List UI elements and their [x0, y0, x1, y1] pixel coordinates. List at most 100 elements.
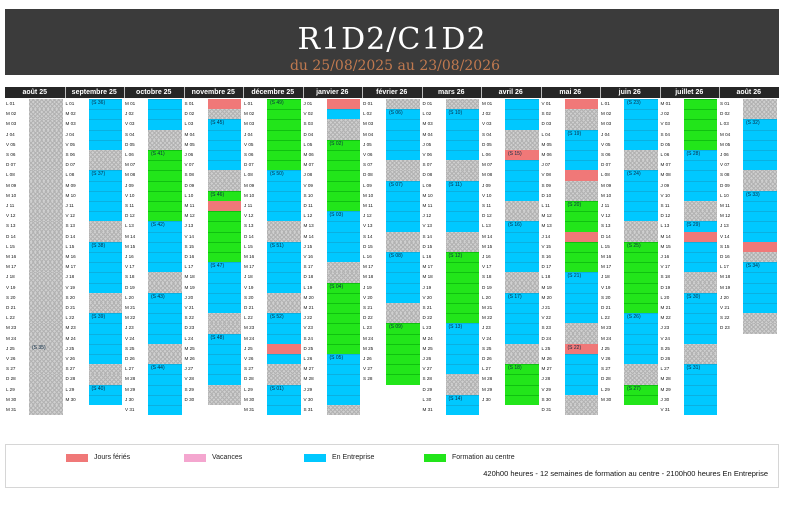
day-cell — [29, 323, 63, 334]
day-label: D 14 — [6, 233, 16, 239]
day-label: M 04 — [720, 131, 731, 137]
day-label: L 05 — [303, 141, 313, 147]
day-cell — [88, 394, 122, 405]
day-cell — [743, 119, 777, 130]
day-cell — [445, 313, 479, 324]
month-separator — [243, 87, 244, 98]
day-label: J 05 — [363, 141, 372, 147]
day-cell — [326, 109, 360, 120]
day-label: M 10 — [65, 192, 76, 198]
day-cell — [29, 384, 63, 395]
day-cell — [564, 343, 598, 354]
day-label: D 05 — [660, 141, 671, 147]
day-label: L 20 — [125, 294, 134, 300]
day-cell — [29, 201, 63, 212]
day-cell — [564, 272, 598, 283]
day-label: M 05 — [720, 141, 731, 147]
day-cell — [683, 354, 717, 365]
day-label: D 05 — [125, 141, 135, 147]
day-label: J 11 — [244, 203, 253, 208]
day-cell — [683, 262, 717, 273]
day-label: S 28 — [422, 376, 432, 382]
day-label: D 09 — [184, 182, 195, 188]
day-label: D 04 — [303, 131, 314, 137]
day-label: M 11 — [720, 203, 730, 208]
legend-swatch-feries — [66, 454, 88, 462]
day-cell — [207, 241, 241, 252]
day-cell — [148, 99, 182, 110]
day-cell — [386, 201, 420, 212]
day-cell — [207, 313, 241, 324]
day-label: M 03 — [422, 121, 433, 127]
day-label: D 26 — [660, 356, 671, 361]
training-calendar: août 25 L 01 M 02 M 03 J 04 V 05 S 06 D 07 L 08 M… — [5, 87, 779, 426]
day-cell — [326, 313, 360, 324]
day-label: L 01 — [244, 101, 253, 106]
day-label: S 02 — [541, 111, 551, 117]
day-label: D 19 — [125, 284, 135, 290]
day-label: L 22 — [601, 315, 610, 321]
day-label: D 25 — [303, 345, 314, 351]
day-label: S 14 — [422, 233, 432, 239]
day-label: J 23 — [482, 325, 491, 331]
day-label: S 10 — [303, 192, 313, 198]
day-label: V 19 — [6, 284, 16, 290]
day-cell — [445, 180, 479, 191]
day-label: D 23 — [720, 325, 730, 331]
day-cell — [564, 99, 598, 110]
day-label: M 15 — [660, 243, 671, 249]
day-label: M 18 — [184, 274, 195, 280]
day-label: M 09 — [65, 182, 76, 188]
day-label: M 17 — [422, 264, 433, 270]
day-cell — [683, 364, 717, 375]
day-cell — [148, 170, 182, 181]
day-label: V 10 — [125, 192, 135, 198]
day-label: V 12 — [65, 213, 75, 219]
day-cell — [564, 252, 598, 263]
day-cell — [624, 221, 658, 232]
legend-swatch-centre — [424, 454, 446, 462]
day-cell — [207, 150, 241, 161]
legend: Jours fériés Vacances En Entreprise Form… — [5, 444, 779, 488]
day-cell — [326, 364, 360, 375]
day-label: L 29 — [601, 386, 610, 392]
day-label: S 01 — [720, 101, 730, 106]
day-cell — [148, 272, 182, 283]
day-cell — [683, 150, 717, 161]
day-label: S 03 — [303, 121, 313, 127]
day-cell — [326, 252, 360, 263]
day-label: D 12 — [660, 213, 671, 219]
day-label: L 02 — [422, 111, 432, 117]
day-label: L 27 — [660, 366, 670, 372]
day-cell — [386, 139, 420, 150]
week-number-label: (S 32) — [746, 120, 760, 127]
day-label: J 22 — [303, 315, 313, 321]
day-cell — [564, 180, 598, 191]
day-label: M 26 — [541, 356, 552, 361]
week-number-label: (S 21) — [567, 273, 582, 280]
day-cell — [505, 323, 539, 334]
day-label: M 07 — [660, 162, 671, 168]
day-label: S 21 — [363, 305, 373, 310]
day-label: M 15 — [482, 243, 493, 249]
day-label: S 04 — [125, 131, 135, 137]
day-label: D 22 — [422, 315, 433, 321]
day-cell — [29, 272, 63, 283]
day-cell — [207, 272, 241, 283]
day-cell — [624, 211, 658, 222]
day-cell — [505, 241, 539, 252]
day-label: M 14 — [125, 233, 136, 239]
day-label: M 07 — [303, 162, 314, 168]
day-label: V 16 — [303, 254, 313, 259]
day-cell — [267, 364, 301, 375]
day-cell — [386, 170, 420, 181]
day-label: M 30 — [65, 396, 76, 402]
day-cell — [505, 190, 539, 201]
day-cell — [564, 292, 598, 303]
day-label: V 24 — [660, 335, 670, 341]
day-label: J 21 — [541, 305, 551, 310]
day-cell — [267, 374, 301, 385]
day-cell — [445, 160, 479, 171]
day-cell — [88, 160, 122, 171]
day-cell — [505, 374, 539, 385]
